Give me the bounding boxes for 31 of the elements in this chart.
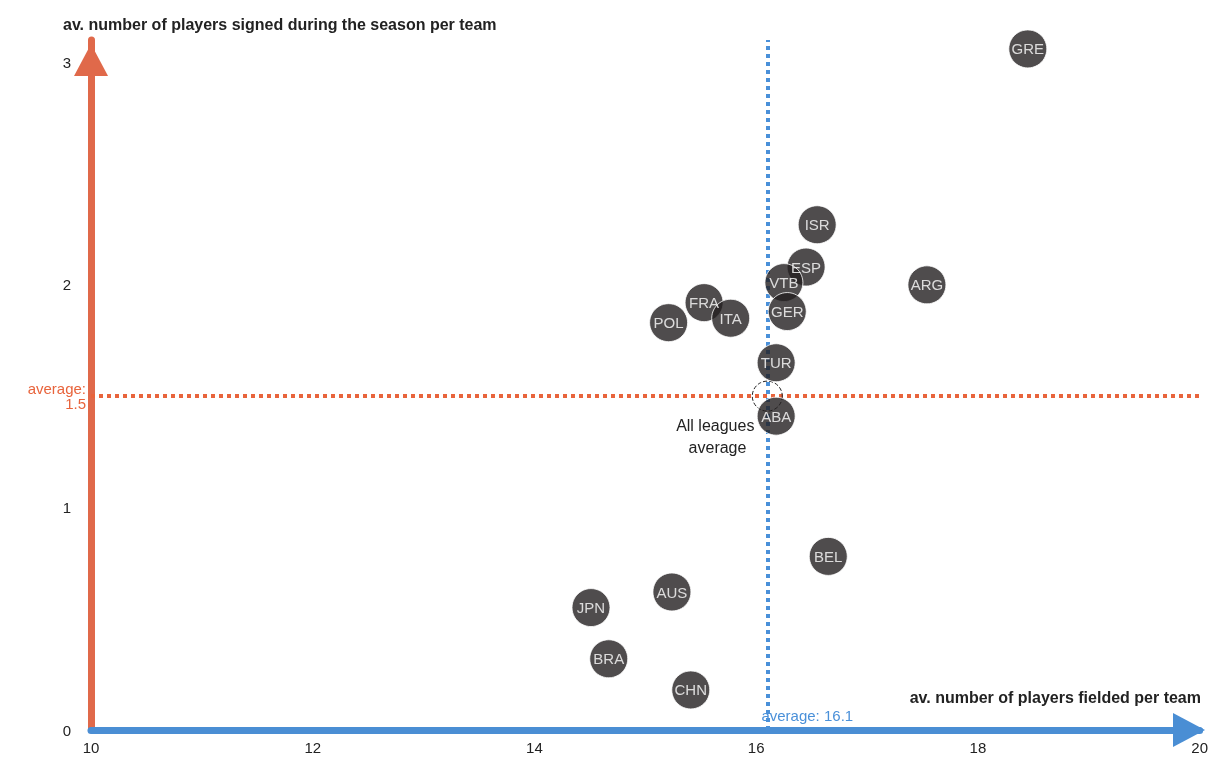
ref-line-label: average: 1.5	[27, 380, 86, 413]
data-label: GRE	[1011, 40, 1045, 58]
data-label: POL	[653, 314, 684, 332]
data-label: FRA	[689, 294, 720, 312]
data-label: ISR	[804, 216, 830, 234]
data-label: VTB	[769, 274, 799, 292]
x-tick-label: 10	[82, 739, 100, 756]
data-label: ESP	[791, 258, 822, 276]
data-label: BRA	[593, 650, 625, 668]
y-axis-title: av. number of players signed during the season per team	[63, 15, 497, 33]
data-label: JPN	[576, 599, 606, 617]
x-tick-label: 12	[304, 739, 322, 756]
data-label: TUR	[760, 354, 792, 372]
x-tick-label: 14	[526, 739, 543, 756]
data-label: ABA	[761, 407, 792, 425]
x-tick-label: 16	[747, 739, 765, 756]
data-label: AUS	[656, 583, 688, 601]
annotation: All leagues average	[676, 416, 755, 456]
y-tick-label: 0	[62, 721, 71, 739]
ref-line-label: average: 16.1	[761, 707, 854, 724]
y-tick-label: 1	[62, 498, 71, 516]
data-label: CHN	[674, 681, 708, 699]
x-axis-title: av. number of players fielded per team	[909, 688, 1202, 706]
data-label: GER	[770, 303, 804, 321]
y-tick-label: 2	[62, 276, 71, 294]
y-tick-label: 3	[62, 53, 71, 71]
x-tick-label: 18	[969, 739, 987, 756]
data-label: BEL	[814, 547, 843, 565]
data-label: ITA	[719, 309, 742, 327]
x-tick-label: 20	[1191, 739, 1208, 756]
data-label: ARG	[910, 276, 944, 294]
